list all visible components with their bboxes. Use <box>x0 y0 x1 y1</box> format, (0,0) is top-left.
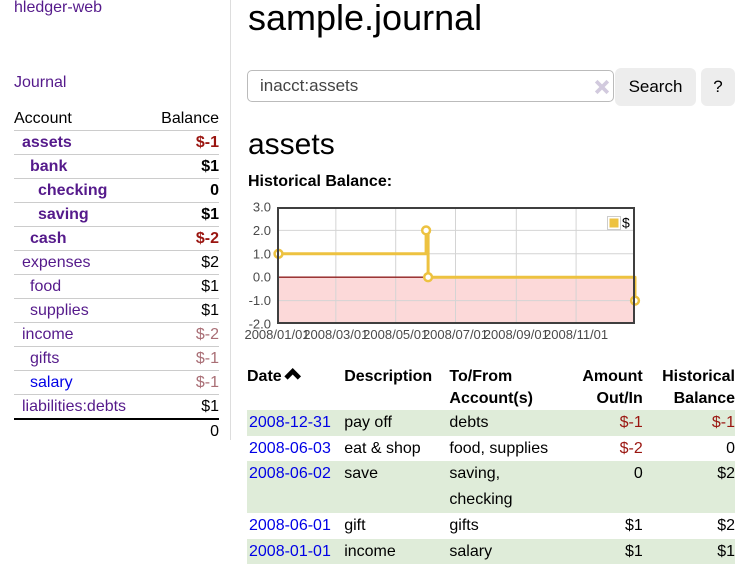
svg-text:$: $ <box>622 215 630 231</box>
svg-text:1.0: 1.0 <box>253 246 271 261</box>
svg-text:2.0: 2.0 <box>253 223 271 238</box>
svg-text:-2.0: -2.0 <box>249 317 271 332</box>
svg-text:2008/01/01: 2008/01/01 <box>245 327 310 342</box>
svg-text:-1.0: -1.0 <box>249 293 271 308</box>
svg-text:0.0: 0.0 <box>253 270 271 285</box>
svg-text:3.0: 3.0 <box>253 200 271 215</box>
svg-text:2008/07/01: 2008/07/01 <box>423 327 488 342</box>
svg-text:2008/03/01: 2008/03/01 <box>303 327 368 342</box>
svg-text:2008/05/01: 2008/05/01 <box>363 327 428 342</box>
svg-text:2008/09/01: 2008/09/01 <box>484 327 549 342</box>
svg-text:2008/11/01: 2008/11/01 <box>544 327 608 342</box>
